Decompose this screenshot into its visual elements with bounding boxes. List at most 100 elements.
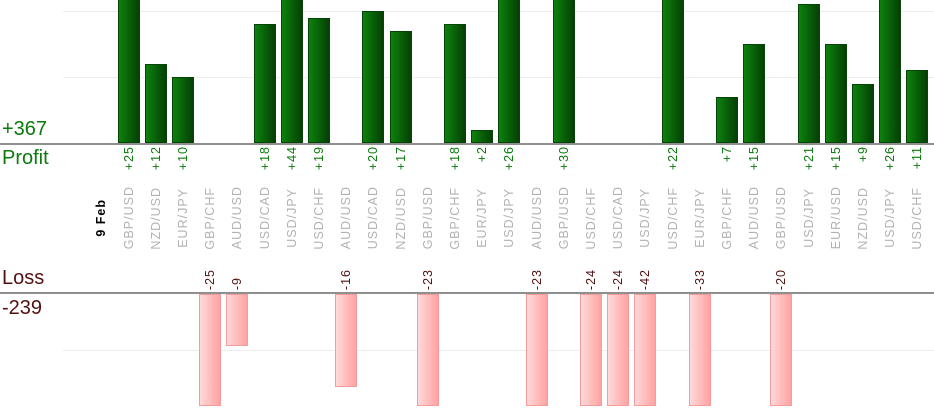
loss-bar bbox=[335, 294, 358, 387]
pair-label: USD/CAD bbox=[366, 186, 381, 250]
profit-bar bbox=[851, 84, 874, 143]
profit-bar bbox=[144, 64, 167, 143]
loss-value-label: -25 bbox=[203, 268, 218, 290]
pair-label-wrap: EUR/USD bbox=[829, 185, 843, 251]
pair-label: EUR/JPY bbox=[692, 188, 707, 248]
profit-total: +367 bbox=[2, 118, 48, 140]
profit-value-label: +26 bbox=[883, 146, 898, 171]
loss-bar bbox=[579, 294, 602, 406]
profit-value-label: +20 bbox=[366, 146, 381, 171]
pair-label: AUD/USD bbox=[339, 186, 354, 250]
pair-label-wrap: USD/JPY bbox=[802, 185, 816, 251]
profit-bar bbox=[715, 97, 738, 143]
pair-label: EUR/JPY bbox=[475, 188, 490, 248]
pair-label: USD/CAD bbox=[611, 186, 626, 250]
profit-value-label: +21 bbox=[801, 146, 816, 171]
pair-label-wrap: AUD/USD bbox=[230, 185, 244, 251]
profit-value-label: +12 bbox=[148, 146, 163, 171]
profit-value-label: +15 bbox=[747, 146, 762, 171]
loss-value-label: -16 bbox=[339, 268, 354, 290]
pair-label-wrap: USD/JPY bbox=[638, 185, 652, 251]
pair-label-wrap: USD/CAD bbox=[258, 185, 272, 251]
pair-label-wrap: EUR/JPY bbox=[693, 185, 707, 251]
pair-label-wrap: AUD/USD bbox=[339, 185, 353, 251]
pair-label: GBP/CHF bbox=[203, 186, 218, 250]
pair-label: USD/CHF bbox=[910, 186, 925, 250]
profit-value-label: +18 bbox=[257, 146, 272, 171]
loss-total: -239 bbox=[2, 297, 43, 319]
pair-label-wrap: GBP/USD bbox=[774, 185, 788, 251]
pair-label: USD/CHF bbox=[583, 186, 598, 250]
pair-label: USD/CHF bbox=[665, 186, 680, 250]
profit-value-label: +15 bbox=[828, 146, 843, 171]
profit-value-label: +22 bbox=[665, 146, 680, 171]
profit-bar bbox=[171, 77, 194, 143]
pair-label-wrap: USD/CAD bbox=[611, 185, 625, 251]
loss-bar bbox=[607, 294, 630, 406]
pair-label-wrap: NZD/USD bbox=[394, 185, 408, 251]
pair-label: USD/JPY bbox=[801, 188, 816, 248]
loss-bar bbox=[634, 294, 657, 406]
pair-label: AUD/USD bbox=[747, 186, 762, 250]
pair-label: NZD/USD bbox=[855, 186, 870, 250]
pair-label: USD/JPY bbox=[638, 188, 653, 248]
loss-value-label: -20 bbox=[774, 268, 789, 290]
pair-label-wrap: NZD/USD bbox=[856, 185, 870, 251]
profit-bar bbox=[743, 44, 766, 143]
pair-label: USD/CHF bbox=[311, 186, 326, 250]
profit-bar bbox=[797, 4, 820, 143]
loss-bar bbox=[226, 294, 249, 346]
pair-label-wrap: GBP/CHF bbox=[448, 185, 462, 251]
loss-axis-line bbox=[0, 292, 934, 294]
profit-value-label: +9 bbox=[855, 146, 870, 163]
pair-label-wrap: EUR/JPY bbox=[475, 185, 489, 251]
loss-value-label: -42 bbox=[638, 268, 653, 290]
profit-axis-title: Profit bbox=[2, 147, 49, 169]
loss-bar bbox=[199, 294, 222, 406]
profit-value-label: +17 bbox=[393, 146, 408, 171]
loss-axis-title: Loss bbox=[2, 267, 45, 289]
pair-label-wrap: USD/CHF bbox=[666, 185, 680, 251]
pair-label-wrap: USD/CHF bbox=[910, 185, 924, 251]
profit-bar bbox=[389, 31, 412, 143]
pair-label: GBP/USD bbox=[774, 186, 789, 250]
profit-bar bbox=[362, 11, 385, 143]
pair-label-wrap: NZD/USD bbox=[149, 185, 163, 251]
pair-label: AUD/USD bbox=[230, 186, 245, 250]
pair-label: GBP/CHF bbox=[447, 186, 462, 250]
pair-label-wrap: AUD/USD bbox=[530, 185, 544, 251]
pair-label-wrap: USD/JPY bbox=[883, 185, 897, 251]
pair-label: NZD/USD bbox=[148, 186, 163, 250]
pair-label: USD/JPY bbox=[502, 188, 517, 248]
loss-value-label: -23 bbox=[529, 268, 544, 290]
profit-bar bbox=[443, 24, 466, 143]
loss-bar bbox=[525, 294, 548, 406]
pair-label-wrap: USD/JPY bbox=[502, 185, 516, 251]
loss-chart-area bbox=[0, 294, 934, 406]
pair-label: USD/CAD bbox=[257, 186, 272, 250]
pair-label-wrap: USD/JPY bbox=[285, 185, 299, 251]
loss-bar bbox=[770, 294, 793, 406]
pair-label-wrap: USD/CAD bbox=[366, 185, 380, 251]
profit-value-label: +2 bbox=[475, 146, 490, 163]
pair-label: AUD/USD bbox=[529, 186, 544, 250]
profit-value-label: +11 bbox=[910, 146, 925, 170]
profit-bar bbox=[879, 0, 902, 143]
pair-label: USD/JPY bbox=[883, 188, 898, 248]
profit-value-label: +19 bbox=[311, 146, 326, 171]
loss-bar bbox=[416, 294, 439, 406]
pair-label-wrap: USD/CHF bbox=[584, 185, 598, 251]
profit-chart-area bbox=[0, 0, 934, 143]
profit-value-label: +18 bbox=[447, 146, 462, 171]
profit-bar bbox=[906, 70, 929, 143]
loss-value-label: -24 bbox=[583, 268, 598, 290]
profit-bar bbox=[471, 130, 494, 143]
pair-label-wrap: GBP/USD bbox=[557, 185, 571, 251]
profit-value-label: +30 bbox=[556, 146, 571, 171]
pair-label: NZD/USD bbox=[393, 186, 408, 250]
profit-value-label: +10 bbox=[175, 146, 190, 171]
pair-label: GBP/USD bbox=[121, 186, 136, 250]
pair-label-wrap: GBP/USD bbox=[122, 185, 136, 251]
loss-bar bbox=[688, 294, 711, 406]
